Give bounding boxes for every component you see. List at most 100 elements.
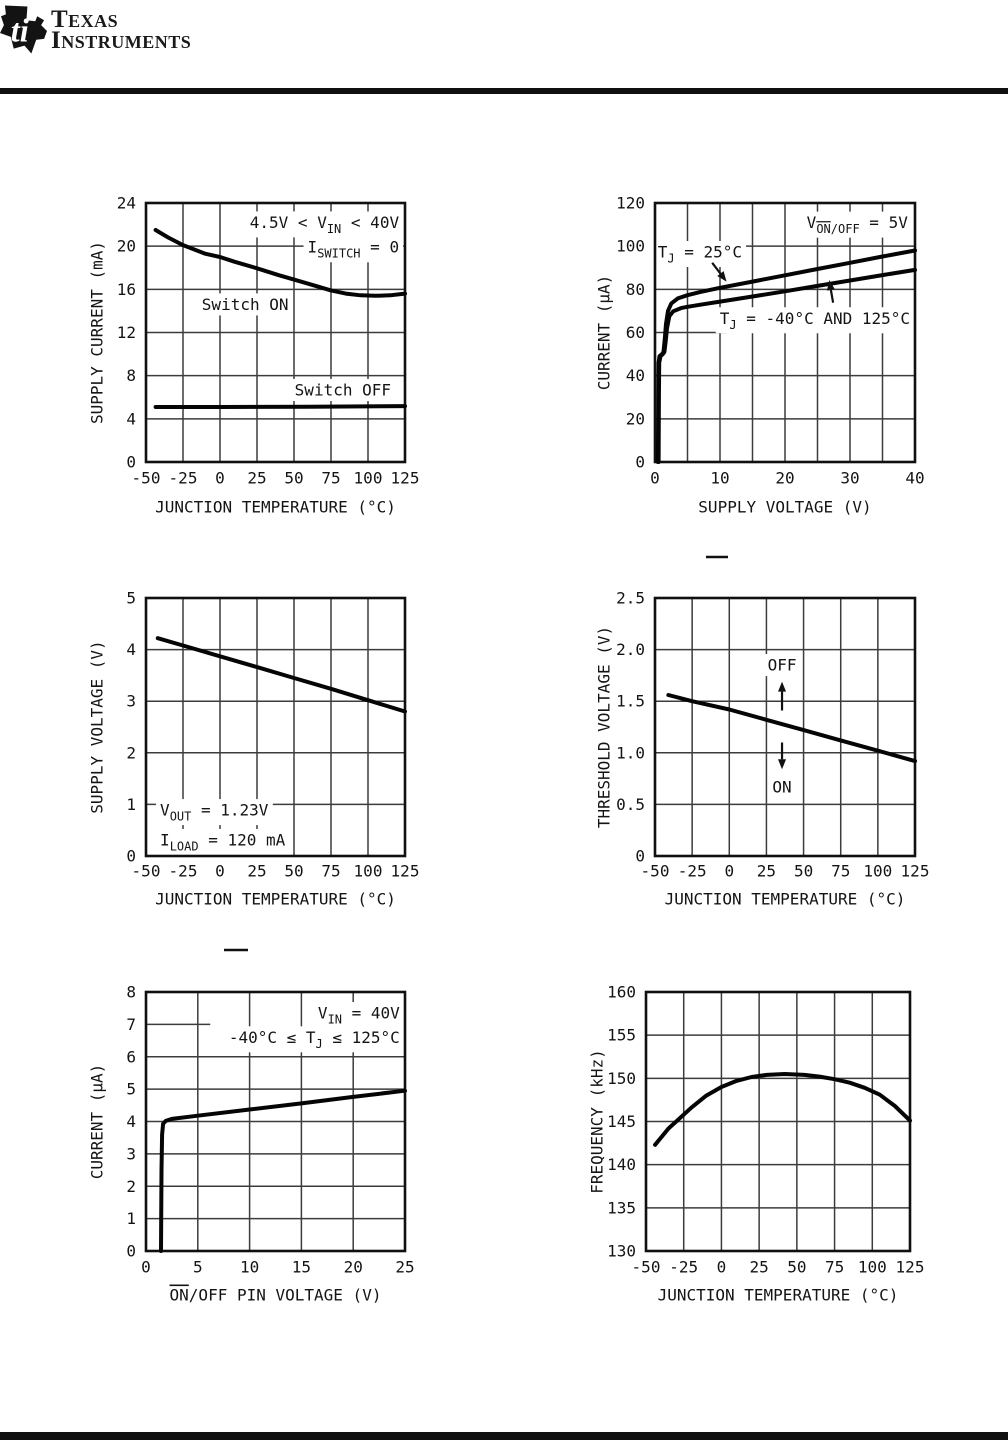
label-mask (197, 293, 293, 316)
x-axis-title: ON/OFF PIN VOLTAGE (V) (170, 1286, 382, 1305)
x-tick-label: 25 (395, 1258, 414, 1277)
x-tick-label: -25 (669, 1258, 698, 1277)
y-axis-title-group: SUPPLY VOLTAGE (V) (88, 640, 107, 813)
chart-frequency-vs-junction-temperature: -50 -25 0 25 50 75 100 125 130 135 140 145 150 155 160… (588, 983, 925, 1305)
x-tick-label: -25 (678, 862, 707, 881)
x-tick-label: 75 (321, 469, 340, 488)
label-mask (303, 236, 404, 263)
x-tick-label: 100 (354, 469, 383, 488)
ti-logo: ti Texas Instruments (0, 4, 191, 56)
y-axis-title: SUPPLY VOLTAGE (V) (88, 640, 107, 813)
x-tick-label: 40 (905, 469, 924, 488)
pointer-arrowhead (826, 280, 835, 291)
ti-logo-mark: ti (0, 5, 47, 54)
x-tick-label: 30 (840, 469, 859, 488)
y-tick-label: 40 (626, 366, 645, 385)
chart-current-vs-on-off-pin-voltage: VIN = 40V-40°C ≤ TJ ≤ 125°C0 5 10 15 20 25012… (88, 983, 415, 1305)
label-mask (156, 829, 290, 856)
y-tick-label: 120 (616, 194, 645, 213)
label-mask (156, 799, 273, 826)
y-tick-label: 2.0 (616, 640, 645, 659)
annotation: 4.5V < VIN < 40V (250, 213, 400, 236)
chart-current-vs-supply-voltage: VON/OFF = 5V TJ = 25°C TJ = -40°C AND 125°… (595, 194, 925, 517)
chart-labels: VON/OFF = 5V TJ = 25°C TJ = -40°C AND 125°… (653, 211, 915, 334)
y-tick-label: 0.5 (616, 795, 645, 814)
curve-oscillator-frequency (653, 1072, 912, 1147)
y-tick-label: 5 (126, 1080, 136, 1099)
y-tick-label: 0 (126, 453, 136, 472)
top-rule (0, 88, 1008, 94)
x-axis-title: JUNCTION TEMPERATURE (°C) (658, 1286, 899, 1305)
x-tick-label: 25 (247, 469, 266, 488)
x-tick-label: 10 (240, 1258, 259, 1277)
label-mask (768, 775, 796, 798)
annotation: OFF (768, 656, 797, 675)
label-mask (224, 1026, 404, 1053)
y-tick-label: 135 (607, 1198, 636, 1217)
x-tick-label: 20 (344, 1258, 363, 1277)
y-axis-title-group: FREQUENCY (kHz) (588, 1049, 607, 1194)
y-tick-label: 7 (126, 1015, 136, 1034)
y-axis-title: SUPPLY CURRENT (mA) (88, 241, 107, 424)
y-tick-label: 3 (126, 1144, 136, 1163)
x-tick-label: 75 (831, 862, 850, 881)
annotation: ILOAD = 120 mA (160, 831, 286, 854)
y-axis-title: CURRENT (µA) (595, 275, 614, 391)
curve-tj-25-c (655, 248, 917, 464)
label-mask (763, 654, 801, 677)
annotation: ISWITCH = 0 (308, 238, 400, 261)
y-tick-label: 140 (607, 1155, 636, 1174)
y-tick-label: 16 (117, 280, 136, 299)
y-tick-label: 0 (635, 453, 645, 472)
y-tick-label: 145 (607, 1112, 636, 1131)
y-tick-label: 4 (126, 640, 136, 659)
y-tick-label: 1.0 (616, 743, 645, 762)
x-tick-label: 0 (215, 862, 225, 881)
x-tick-label: 125 (901, 862, 930, 881)
curve-tj-40-c-and-125-c (656, 267, 917, 464)
label-mask (290, 379, 396, 402)
y-tick-label: 4 (126, 409, 136, 428)
plot-border (653, 201, 917, 464)
chart-labels: VIN = 40V-40°C ≤ TJ ≤ 125°C (224, 1002, 405, 1053)
annotation: VON/OFF = 5V (807, 213, 909, 236)
pointer-arrowhead (778, 681, 787, 692)
label-mask (802, 211, 913, 238)
x-tick-label: 15 (292, 1258, 311, 1277)
x-tick-label: 10 (710, 469, 729, 488)
x-tick-label: -50 (132, 469, 161, 488)
y-tick-label: 8 (126, 366, 136, 385)
curve-threshold-voltage (666, 693, 917, 764)
label-mask (313, 1002, 405, 1029)
pointer-arrow (829, 289, 835, 303)
y-tick-label: 60 (626, 323, 645, 342)
y-tick-label: 3 (126, 692, 136, 711)
x-tick-label: 0 (650, 469, 660, 488)
x-tick-label: 125 (391, 862, 420, 881)
y-tick-label: 6 (126, 1047, 136, 1066)
x-tick-label: 100 (354, 862, 383, 881)
pointer-arrow (711, 262, 722, 275)
y-axis-title: THRESHOLD VOLTAGE (V) (595, 626, 614, 828)
plot-border (144, 201, 407, 464)
y-tick-label: 155 (607, 1026, 636, 1045)
bottom-rule (0, 1432, 1008, 1440)
y-tick-label: 8 (126, 983, 136, 1002)
annotation: VOUT = 1.23V (160, 801, 269, 824)
y-axis-title: CURRENT (µA) (88, 1064, 107, 1180)
x-tick-label: 50 (794, 862, 813, 881)
x-tick-label: 125 (896, 1258, 925, 1277)
x-tick-label: 125 (391, 469, 420, 488)
x-tick-label: 20 (775, 469, 794, 488)
y-tick-label: 4 (126, 1112, 136, 1131)
x-tick-label: 0 (717, 1258, 727, 1277)
plot-border (144, 990, 407, 1253)
y-tick-label: 1 (126, 1209, 136, 1228)
series-label: Switch OFF (295, 381, 391, 400)
logo-text-line2: Instruments (51, 27, 192, 55)
x-tick-label: 25 (757, 862, 776, 881)
curve-on-off-pin-current (159, 1088, 407, 1253)
label-mask (715, 307, 915, 334)
y-tick-label: 5 (126, 589, 136, 608)
